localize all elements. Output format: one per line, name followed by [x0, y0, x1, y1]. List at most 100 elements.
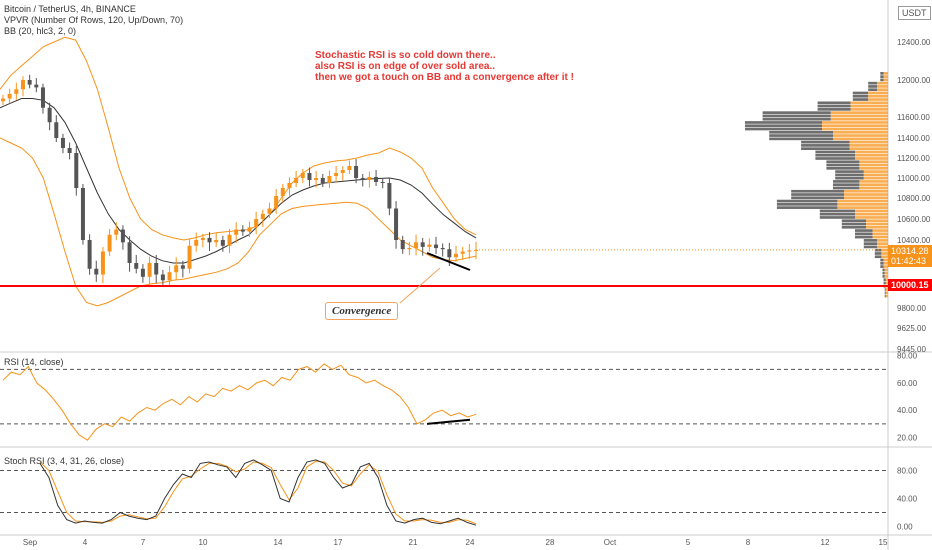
volume-profile-down-bar — [855, 232, 873, 236]
candle-body — [307, 173, 312, 180]
time-tick-label: 24 — [466, 538, 475, 547]
candle-body — [234, 229, 239, 235]
volume-profile-up-bar — [833, 137, 888, 141]
candle-body — [107, 234, 112, 252]
support-price-tag: 10000.15 — [888, 279, 932, 291]
volume-profile-down-bar — [762, 111, 831, 114]
candle-body — [360, 178, 365, 180]
volume-profile-down-bar — [880, 265, 884, 268]
volume-profile-down-bar — [835, 176, 864, 180]
volume-profile-up-bar — [859, 163, 888, 167]
volume-profile-down-bar — [852, 94, 869, 98]
volume-profile-down-bar — [769, 134, 833, 137]
time-tick-label: 7 — [141, 538, 146, 547]
candle-body — [134, 263, 139, 269]
volume-profile-up-bar — [883, 258, 888, 262]
volume-profile-down-bar — [769, 137, 833, 141]
volume-profile-up-bar — [850, 108, 888, 111]
rsi-tick-label: 20.00 — [897, 433, 918, 442]
currency-badge[interactable]: USDT — [898, 6, 931, 20]
volume-profile-down-bar — [776, 206, 838, 209]
volume-profile-down-bar — [817, 101, 851, 105]
candle-body — [280, 188, 285, 196]
candle-body — [120, 229, 125, 243]
time-tick-label: 21 — [409, 538, 418, 547]
volume-profile-up-bar — [885, 291, 888, 295]
candle-body — [447, 249, 452, 258]
volume-profile-down-bar — [819, 209, 855, 213]
volume-profile-up-bar — [877, 239, 888, 242]
time-tick-label: 5 — [686, 538, 691, 547]
volume-profile-down-bar — [874, 255, 882, 259]
volume-profile-up-bar — [883, 72, 888, 75]
candle-body — [87, 240, 92, 269]
price-tick-label: 10800.00 — [897, 194, 931, 203]
volume-profile-down-bar — [884, 294, 886, 298]
volume-profile-down-bar — [791, 189, 844, 193]
candle-body — [227, 234, 232, 246]
candle-body — [460, 251, 465, 254]
volume-profile-up-bar — [885, 288, 888, 291]
volume-profile-down-bar — [852, 98, 869, 101]
stoch-tick-label: 40.00 — [897, 495, 918, 504]
volume-profile-up-bar — [877, 81, 888, 85]
candle-body — [240, 229, 245, 232]
volume-profile-down-bar — [882, 275, 885, 278]
candle-body — [140, 268, 145, 277]
candle-body — [254, 219, 259, 228]
volume-profile-down-bar — [863, 239, 877, 242]
volume-profile-down-bar — [855, 235, 873, 239]
volume-profile-up-bar — [881, 252, 888, 255]
volume-profile-down-bar — [826, 163, 860, 167]
volume-profile-up-bar — [859, 160, 888, 164]
volume-profile-up-bar — [833, 130, 888, 134]
volume-profile-down-bar — [868, 85, 877, 88]
stoch-legend[interactable]: Stoch RSI (3, 4, 31, 26, close) — [4, 456, 125, 466]
volume-profile-down-bar — [835, 173, 864, 177]
volume-profile-up-bar — [844, 196, 888, 200]
convergence-label[interactable]: Convergence — [325, 302, 399, 320]
volume-profile-up-bar — [872, 235, 888, 239]
volume-profile-down-bar — [880, 261, 884, 265]
last-price-tag: 10314.28 01:42:43 — [888, 245, 932, 267]
volume-profile-down-bar — [815, 153, 855, 157]
volume-profile-down-bar — [855, 229, 873, 232]
volume-profile-up-bar — [855, 150, 888, 154]
countdown-timer: 01:42:43 — [891, 256, 927, 266]
candle-body — [474, 249, 478, 251]
price-tick-label: 11600.00 — [897, 113, 930, 122]
candle-body — [214, 240, 219, 243]
candle-body — [114, 229, 119, 235]
candle-body — [287, 183, 292, 188]
bb-legend[interactable]: BB (20, hlc3, 2, 0) — [4, 26, 77, 36]
volume-profile-down-bar — [841, 225, 866, 229]
candle-body — [407, 248, 412, 250]
candle-body — [154, 263, 159, 275]
volume-profile-up-bar — [883, 78, 888, 82]
volume-profile-down-bar — [762, 117, 831, 121]
time-tick-label: 14 — [274, 538, 283, 547]
volume-profile-up-bar — [844, 189, 888, 193]
volume-profile-down-bar — [815, 157, 855, 160]
volume-profile-down-bar — [769, 130, 833, 134]
volume-profile-down-bar — [833, 186, 860, 190]
stoch-tick-label: 0.00 — [897, 523, 913, 532]
legend-main: Bitcoin / TetherUS, 4h, BINANCE VPVR (Nu… — [4, 4, 183, 37]
volume-profile-down-bar — [791, 196, 844, 200]
rsi-tick-label: 40.00 — [897, 406, 918, 415]
volume-profile-up-bar — [855, 212, 888, 216]
rsi-legend[interactable]: RSI (14, close) — [4, 357, 64, 367]
annotation-line-1: Stochastic RSI is so cold down there.. — [315, 50, 496, 61]
candle-body — [374, 177, 379, 182]
symbol-title[interactable]: Bitcoin / TetherUS, 4h, BINANCE — [4, 4, 136, 14]
candle-body — [387, 183, 392, 209]
vpvr-legend[interactable]: VPVR (Number Of Rows, 120, Up/Down, 70) — [4, 15, 184, 25]
candle-body — [354, 166, 359, 178]
volume-profile-down-bar — [868, 81, 877, 85]
volume-profile-down-bar — [863, 242, 877, 245]
volume-profile-up-bar — [884, 275, 888, 278]
candle-body — [440, 248, 445, 250]
candle-body — [47, 107, 52, 123]
candle-body — [267, 208, 272, 214]
